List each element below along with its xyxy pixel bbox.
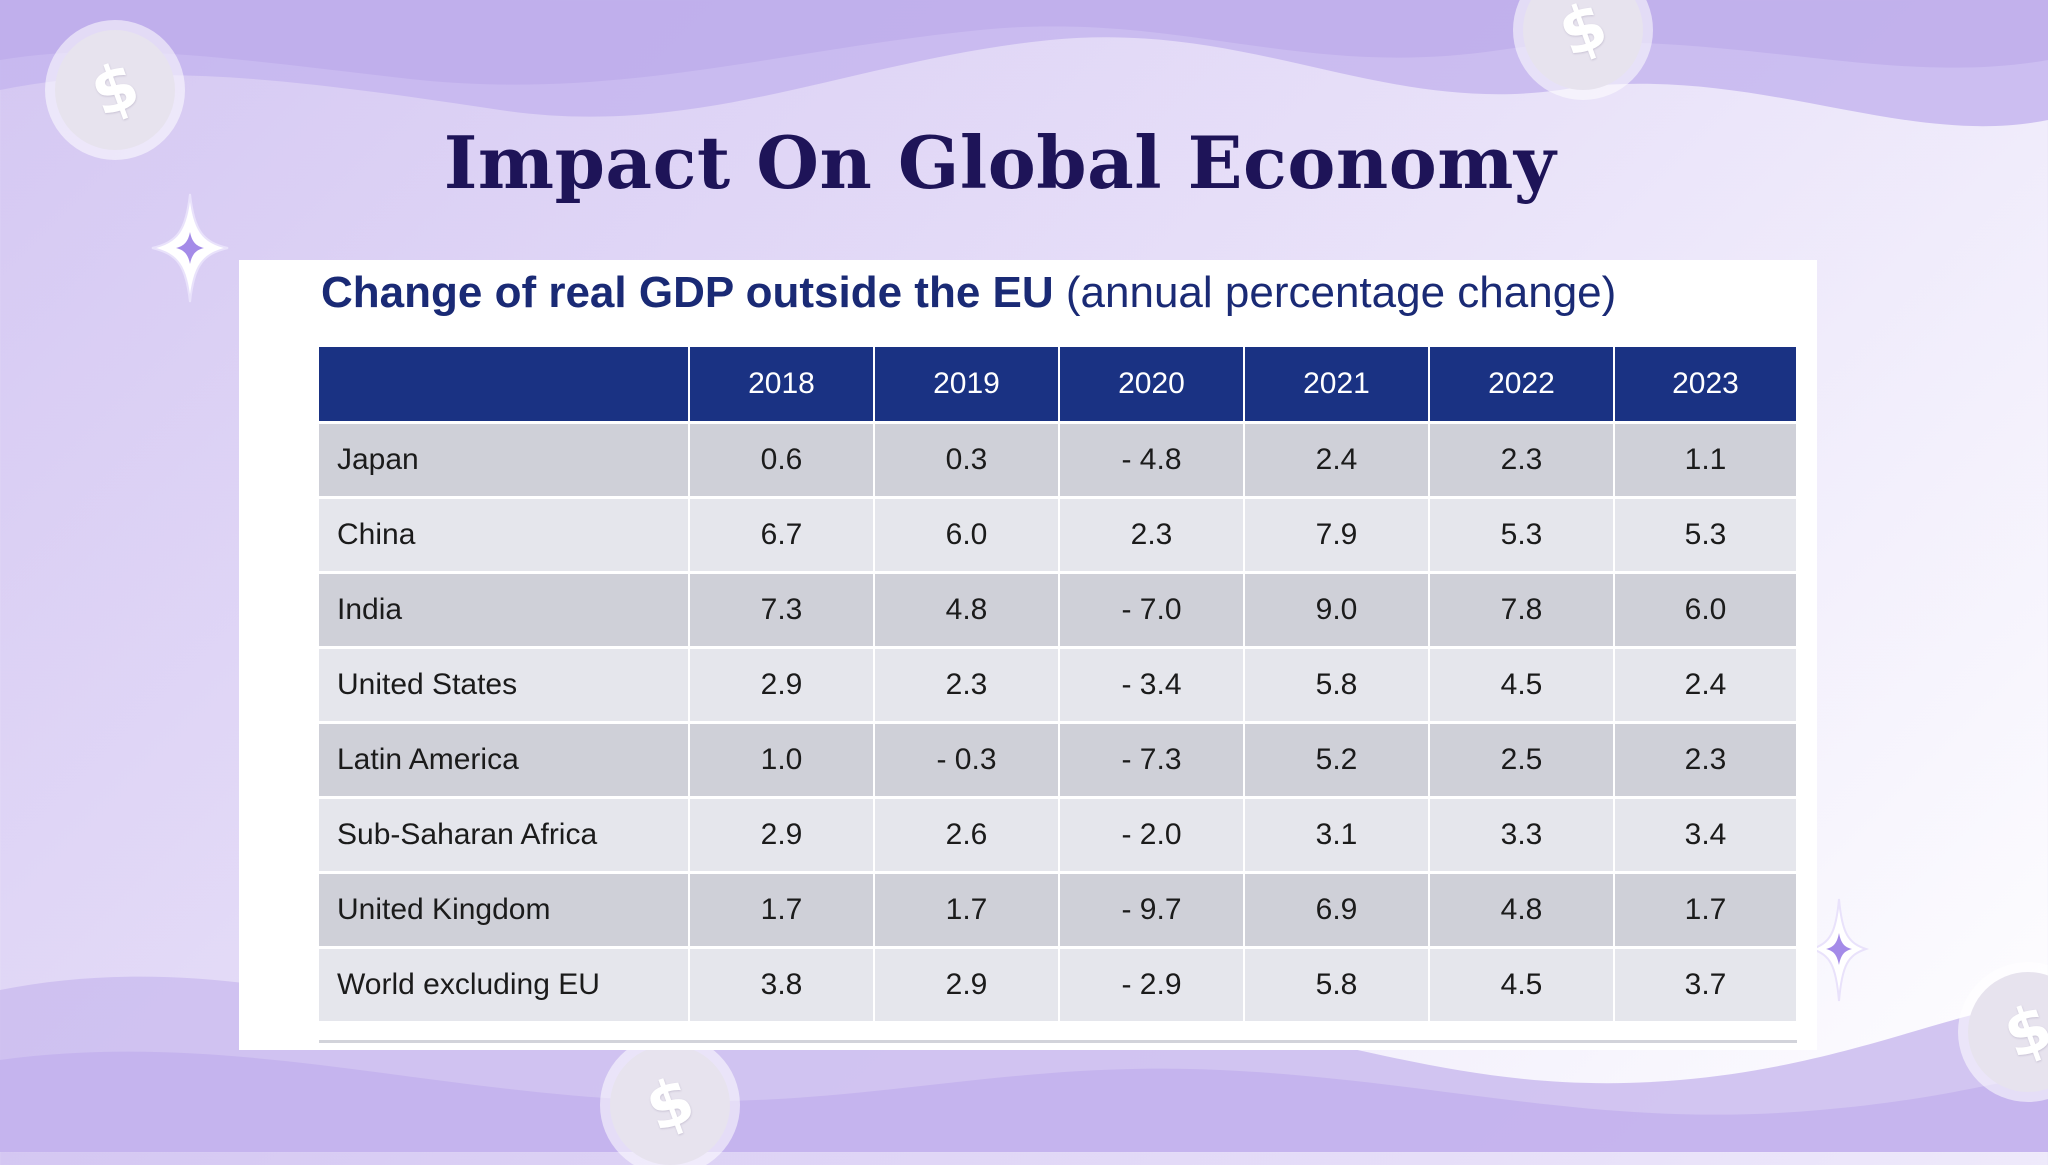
table-row: United States 2.9 2.3 - 3.4 5.8 4.5 2.4 <box>319 647 1798 724</box>
table-title-subtitle: (annual percentage change) <box>1065 268 1617 317</box>
table-cell: - 7.3 <box>1059 722 1245 799</box>
table-cell: - 3.4 <box>1059 647 1245 724</box>
table-row: World excluding EU 3.8 2.9 - 2.9 5.8 4.5… <box>319 947 1798 1024</box>
table-cell: - 2.0 <box>1059 797 1245 874</box>
table-header-row: 2018 2019 2020 2021 2022 2023 <box>319 347 1798 424</box>
table-cell: 4.8 <box>1429 872 1615 949</box>
table-cell: 1.0 <box>689 722 875 799</box>
table-cell: - 7.0 <box>1059 572 1245 649</box>
table-cell: 5.3 <box>1614 497 1798 574</box>
table-cell: 2.4 <box>1614 647 1798 724</box>
page-title: Impact On Global Economy <box>443 120 1557 205</box>
table-cell: 1.7 <box>1614 872 1798 949</box>
table-cell: 6.0 <box>874 497 1060 574</box>
sparkle-icon <box>151 193 229 303</box>
table-cell: 6.7 <box>689 497 875 574</box>
row-label: Sub-Saharan Africa <box>319 797 690 874</box>
table-cell: 2.9 <box>874 947 1060 1024</box>
table-row: Sub-Saharan Africa 2.9 2.6 - 2.0 3.1 3.3… <box>319 797 1798 874</box>
table-row: India 7.3 4.8 - 7.0 9.0 7.8 6.0 <box>319 572 1798 649</box>
table-cell: 2.3 <box>874 647 1060 724</box>
row-label: Latin America <box>319 722 690 799</box>
row-label: Japan <box>319 422 690 499</box>
table-cell: 7.9 <box>1244 497 1430 574</box>
header-cell-2019: 2019 <box>874 347 1060 424</box>
table-cell: - 4.8 <box>1059 422 1245 499</box>
row-label: United Kingdom <box>319 872 690 949</box>
table-cell: 4.5 <box>1429 947 1615 1024</box>
table-cell: - 9.7 <box>1059 872 1245 949</box>
table-cell: 1.1 <box>1614 422 1798 499</box>
table-cell: 4.5 <box>1429 647 1615 724</box>
table-cell: 2.5 <box>1429 722 1615 799</box>
table-cell: 9.0 <box>1244 572 1430 649</box>
table-cell: 5.8 <box>1244 647 1430 724</box>
table-cell: - 2.9 <box>1059 947 1245 1024</box>
table-cell: 0.6 <box>689 422 875 499</box>
table-cell: 2.9 <box>689 797 875 874</box>
row-label: India <box>319 572 690 649</box>
row-label: China <box>319 497 690 574</box>
table-cell: 3.8 <box>689 947 875 1024</box>
table-cell: 2.3 <box>1429 422 1615 499</box>
row-label: United States <box>319 647 690 724</box>
table-cell: 4.8 <box>874 572 1060 649</box>
table-row: United Kingdom 1.7 1.7 - 9.7 6.9 4.8 1.7 <box>319 872 1798 949</box>
table-cell: 7.8 <box>1429 572 1615 649</box>
dollar-coin-icon: $ <box>55 30 175 150</box>
gdp-table-card: Change of real GDP outside the EU (annua… <box>239 260 1817 1050</box>
table-cell: 1.7 <box>689 872 875 949</box>
table-cell: 3.3 <box>1429 797 1615 874</box>
header-cell-2022: 2022 <box>1429 347 1615 424</box>
table-row: Latin America 1.0 - 0.3 - 7.3 5.2 2.5 2.… <box>319 722 1798 799</box>
table-row: Japan 0.6 0.3 - 4.8 2.4 2.3 1.1 <box>319 422 1798 499</box>
header-cell-2023: 2023 <box>1614 347 1798 424</box>
table-bottom-rule <box>319 1040 1797 1043</box>
table-cell: 2.3 <box>1059 497 1245 574</box>
table-cell: - 0.3 <box>874 722 1060 799</box>
table-cell: 3.1 <box>1244 797 1430 874</box>
dollar-coin-icon: $ <box>610 1045 730 1165</box>
table-cell: 2.4 <box>1244 422 1430 499</box>
table-cell: 3.4 <box>1614 797 1798 874</box>
table-cell: 0.3 <box>874 422 1060 499</box>
table-cell: 1.7 <box>874 872 1060 949</box>
sparkle-icon <box>1808 898 1870 1002</box>
header-cell-2021: 2021 <box>1244 347 1430 424</box>
table-cell: 5.8 <box>1244 947 1430 1024</box>
table-cell: 2.6 <box>874 797 1060 874</box>
table-cell: 5.3 <box>1429 497 1615 574</box>
table-cell: 6.9 <box>1244 872 1430 949</box>
gdp-table: 2018 2019 2020 2021 2022 2023 Japan 0.6 … <box>319 347 1798 1024</box>
table-cell: 5.2 <box>1244 722 1430 799</box>
row-label: World excluding EU <box>319 947 690 1024</box>
table-cell: 7.3 <box>689 572 875 649</box>
table-title: Change of real GDP outside the EU (annua… <box>321 268 1616 318</box>
header-cell-2020: 2020 <box>1059 347 1245 424</box>
table-title-main: Change of real GDP outside the EU <box>321 268 1054 317</box>
header-cell-country <box>319 347 690 424</box>
table-cell: 3.7 <box>1614 947 1798 1024</box>
table-cell: 2.9 <box>689 647 875 724</box>
table-cell: 6.0 <box>1614 572 1798 649</box>
table-cell: 2.3 <box>1614 722 1798 799</box>
table-row: China 6.7 6.0 2.3 7.9 5.3 5.3 <box>319 497 1798 574</box>
header-cell-2018: 2018 <box>689 347 875 424</box>
